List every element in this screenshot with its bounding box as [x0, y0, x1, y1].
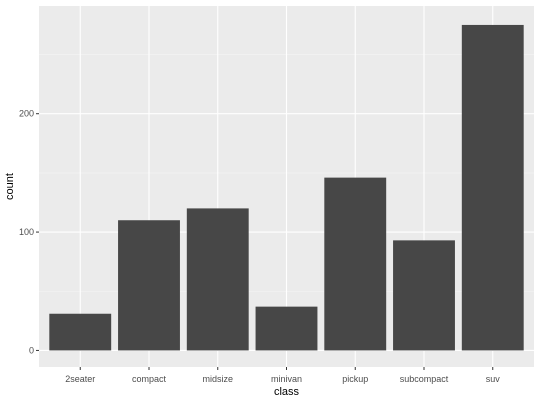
y-tick-label: 0 — [29, 345, 34, 355]
bar-compact — [118, 220, 180, 351]
x-tick-label: 2seater — [65, 374, 95, 384]
x-tick-label: compact — [132, 374, 167, 384]
bar-suv — [461, 24, 524, 351]
bar-2seater — [49, 313, 112, 351]
bar-pickup — [324, 177, 387, 351]
x-tick-label: midsize — [202, 374, 233, 384]
x-tick-label: subcompact — [400, 374, 449, 384]
bar-midsize — [186, 208, 249, 351]
x-axis-title: class — [274, 386, 300, 398]
y-axis-title: count — [4, 173, 16, 200]
bar-subcompact — [393, 240, 455, 351]
x-tick-label: minivan — [271, 374, 302, 384]
x-tick-label: suv — [486, 374, 501, 384]
bar-series — [49, 24, 524, 351]
x-axis-ticks: 2seater compact midsize minivan pickup subcom… — [65, 367, 500, 384]
y-axis-ticks: 0 100 200 — [19, 109, 39, 355]
y-tick-label: 100 — [19, 227, 34, 237]
y-tick-label: 200 — [19, 109, 34, 119]
x-tick-label: pickup — [342, 374, 368, 384]
bar-minivan — [255, 306, 318, 351]
